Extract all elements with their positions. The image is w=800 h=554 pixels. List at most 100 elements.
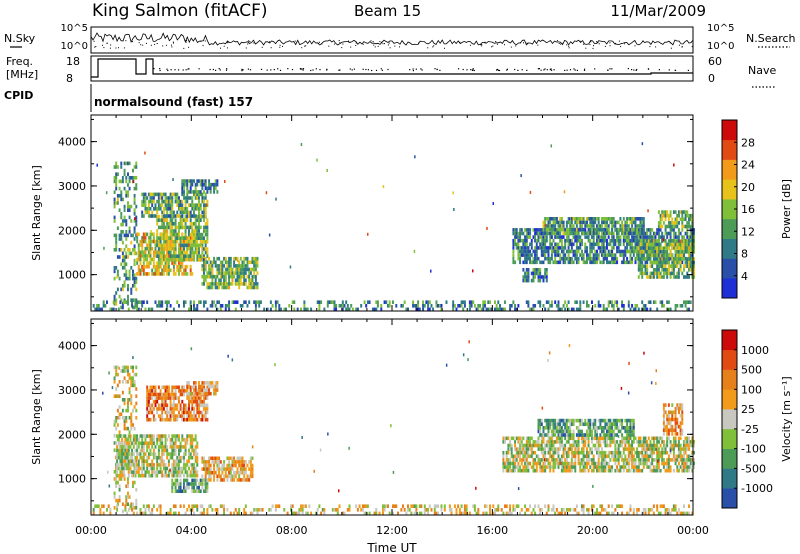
heatmap-cell (121, 219, 124, 223)
heatmap-cell (569, 249, 572, 254)
heatmap-cell (152, 214, 155, 218)
heatmap-cell (652, 239, 655, 243)
heatmap-cell (527, 447, 530, 451)
heatmap-cell (233, 460, 236, 464)
heatmap-cell (206, 186, 209, 191)
heatmap-cell (609, 300, 612, 304)
heatmap-cell (243, 474, 246, 479)
heatmap-cell (124, 300, 127, 304)
heatmap-cell (586, 220, 588, 225)
heatmap-cell (183, 247, 185, 251)
heatmap-cell (149, 396, 152, 400)
heatmap-cell (169, 304, 172, 308)
heatmap-cell (139, 466, 142, 471)
heatmap-cell (437, 304, 440, 308)
heatmap-cell (164, 214, 167, 218)
heatmap-cell (126, 455, 129, 460)
heatmap-cell (121, 463, 124, 467)
heatmap-cell (102, 304, 105, 308)
heatmap-cell (581, 224, 583, 228)
heatmap-cell (552, 246, 555, 250)
heatmap-cell (166, 389, 169, 393)
heatmap-cell (121, 452, 124, 456)
heatmap-cell (678, 221, 680, 225)
heatmap-cell (494, 300, 496, 304)
heatmap-cell (149, 473, 152, 478)
heatmap-cell (572, 436, 575, 441)
heatmap-cell (586, 300, 588, 304)
nave-point (312, 69, 314, 71)
heatmap-cell (691, 235, 694, 239)
heatmap-cell (565, 238, 568, 243)
heatmap-cell (567, 227, 570, 232)
heatmap-cell (161, 459, 164, 464)
heatmap-cell (183, 236, 185, 240)
heatmap-cell (522, 465, 525, 469)
heatmap-cell (164, 417, 167, 422)
heatmap-cell (632, 227, 635, 232)
heatmap-cell (596, 256, 598, 261)
heatmap-cell (624, 260, 627, 265)
heatmap-cell (184, 257, 187, 262)
nave-point (412, 70, 414, 72)
heatmap-cell (529, 440, 532, 444)
heatmap-cell (554, 440, 557, 444)
heatmap-cell (166, 452, 169, 456)
heatmap-cell (512, 436, 515, 441)
heatmap-cell (130, 426, 133, 431)
heatmap-cell (652, 257, 655, 261)
heatmap-cell (152, 389, 155, 393)
heatmap-cell (120, 369, 123, 373)
heatmap-cell (178, 399, 180, 404)
heatmap-cell (214, 260, 217, 265)
nave-point (159, 69, 161, 72)
heatmap-cell (636, 249, 639, 254)
heatmap-cell (607, 227, 610, 232)
heatmap-cell (634, 217, 637, 221)
heatmap-cell (203, 207, 205, 211)
heatmap-cell (125, 194, 128, 198)
heatmap-cell (133, 480, 136, 485)
nave-point (209, 68, 211, 71)
heatmap-cell (154, 396, 157, 400)
heatmap-cell (127, 372, 129, 377)
heatmap-cell (661, 249, 664, 254)
heatmap-cell (632, 307, 635, 312)
heatmap-cell (545, 271, 548, 276)
heatmap-cell (522, 231, 525, 236)
heatmap-cell (525, 242, 528, 247)
heatmap-cell (241, 271, 244, 275)
heatmap-cell (208, 182, 211, 187)
heatmap-cell (238, 271, 241, 275)
heatmap-cell (162, 243, 165, 248)
heatmap-cell (137, 445, 140, 449)
heatmap-cell (149, 437, 152, 442)
heatmap-cell (161, 258, 164, 262)
heatmap-cell (520, 450, 523, 455)
heatmap-cell (191, 199, 194, 204)
heatmap-cell (164, 392, 167, 397)
heatmap-cell (505, 458, 508, 462)
heatmap-cell (504, 465, 506, 469)
heatmap-cell (113, 441, 116, 445)
heatmap-cell (130, 376, 133, 380)
heatmap-cell (664, 213, 667, 218)
heatmap-cell (156, 210, 159, 215)
heatmap-cell (135, 219, 138, 223)
heatmap-cell (117, 455, 120, 460)
heatmap-cell (656, 268, 659, 272)
heatmap-cell (575, 440, 578, 444)
heatmap-cell (462, 300, 465, 304)
heatmap-cell (502, 450, 505, 455)
heatmap-cell (554, 246, 557, 250)
heatmap-cell (544, 443, 547, 448)
heatmap-cell (126, 463, 129, 467)
heatmap-cell (201, 264, 204, 268)
heatmap-cell (208, 381, 211, 385)
heatmap-cell (157, 261, 160, 265)
heatmap-cell (147, 399, 150, 404)
heatmap-cell (249, 467, 252, 471)
heatmap-cell (115, 248, 118, 252)
heatmap-cell (601, 238, 603, 243)
heatmap-cell (486, 227, 488, 230)
